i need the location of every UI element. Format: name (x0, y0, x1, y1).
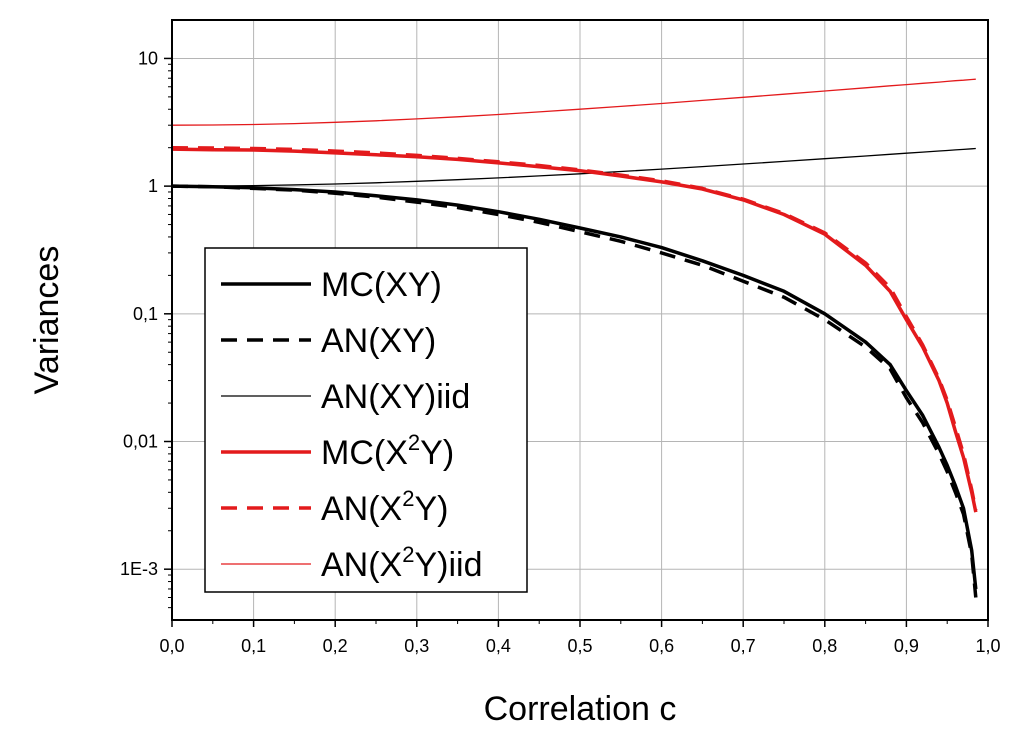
legend-label-base: MC(X (321, 434, 408, 472)
x-tick-label: 0,6 (649, 636, 674, 656)
legend-label: AN(X2Y) (321, 486, 448, 528)
y-tick-label: 10 (138, 48, 158, 68)
series-line (171, 78, 976, 126)
legend-label-suffix: Y) (420, 434, 454, 472)
y-tick-label: 0,01 (123, 432, 158, 452)
x-tick-label: 1,0 (975, 636, 1000, 656)
legend-label-suffix: Y)iid (414, 546, 482, 584)
x-tick-label: 0,1 (241, 636, 266, 656)
legend: MC(XY)AN(XY)AN(XY)iidMC(X2Y)AN(X2Y)AN(X2… (204, 247, 528, 593)
x-tick-label: 0,5 (567, 636, 592, 656)
series-line (171, 184, 978, 590)
legend-label: AN(X2Y)iid (321, 542, 483, 584)
x-tick-label: 0,7 (731, 636, 756, 656)
y-tick-label: 0,1 (133, 304, 158, 324)
series-line (171, 145, 978, 511)
legend-label-superscript: 2 (408, 430, 420, 455)
x-tick-label: 0,8 (812, 636, 837, 656)
legend-label-base: AN(X (321, 490, 402, 528)
legend-label-superscript: 2 (402, 486, 414, 511)
x-tick-label: 0,0 (159, 636, 184, 656)
legend-label-base: AN(X (321, 546, 402, 584)
x-tick-label: 0,4 (486, 636, 511, 656)
x-axis-title: Correlation c (484, 690, 677, 728)
legend-label: MC(X2Y) (321, 430, 454, 472)
y-tick-label: 1 (148, 176, 158, 196)
series-line (171, 184, 978, 598)
series-line (171, 147, 976, 187)
legend-label-suffix: Y) (414, 490, 448, 528)
x-tick-label: 0,9 (894, 636, 919, 656)
legend-label: AN(XY) (321, 322, 436, 360)
x-tick-label: 0,3 (404, 636, 429, 656)
axis-ticks: 0,0 0,1 0,2 0,3 0,4 0,5 0,6 0,7 0,8 0,9 1,0 1E-3 0,0… (120, 48, 1001, 656)
y-axis-title: Variances (28, 246, 66, 395)
legend-label-superscript: 2 (402, 542, 414, 567)
series-lines (171, 78, 978, 598)
y-tick-label: 1E-3 (120, 559, 158, 579)
legend-box (204, 247, 528, 593)
legend-label: MC(XY) (321, 266, 442, 304)
x-tick-label: 0,2 (323, 636, 348, 656)
legend-label: AN(XY)iid (321, 378, 470, 416)
